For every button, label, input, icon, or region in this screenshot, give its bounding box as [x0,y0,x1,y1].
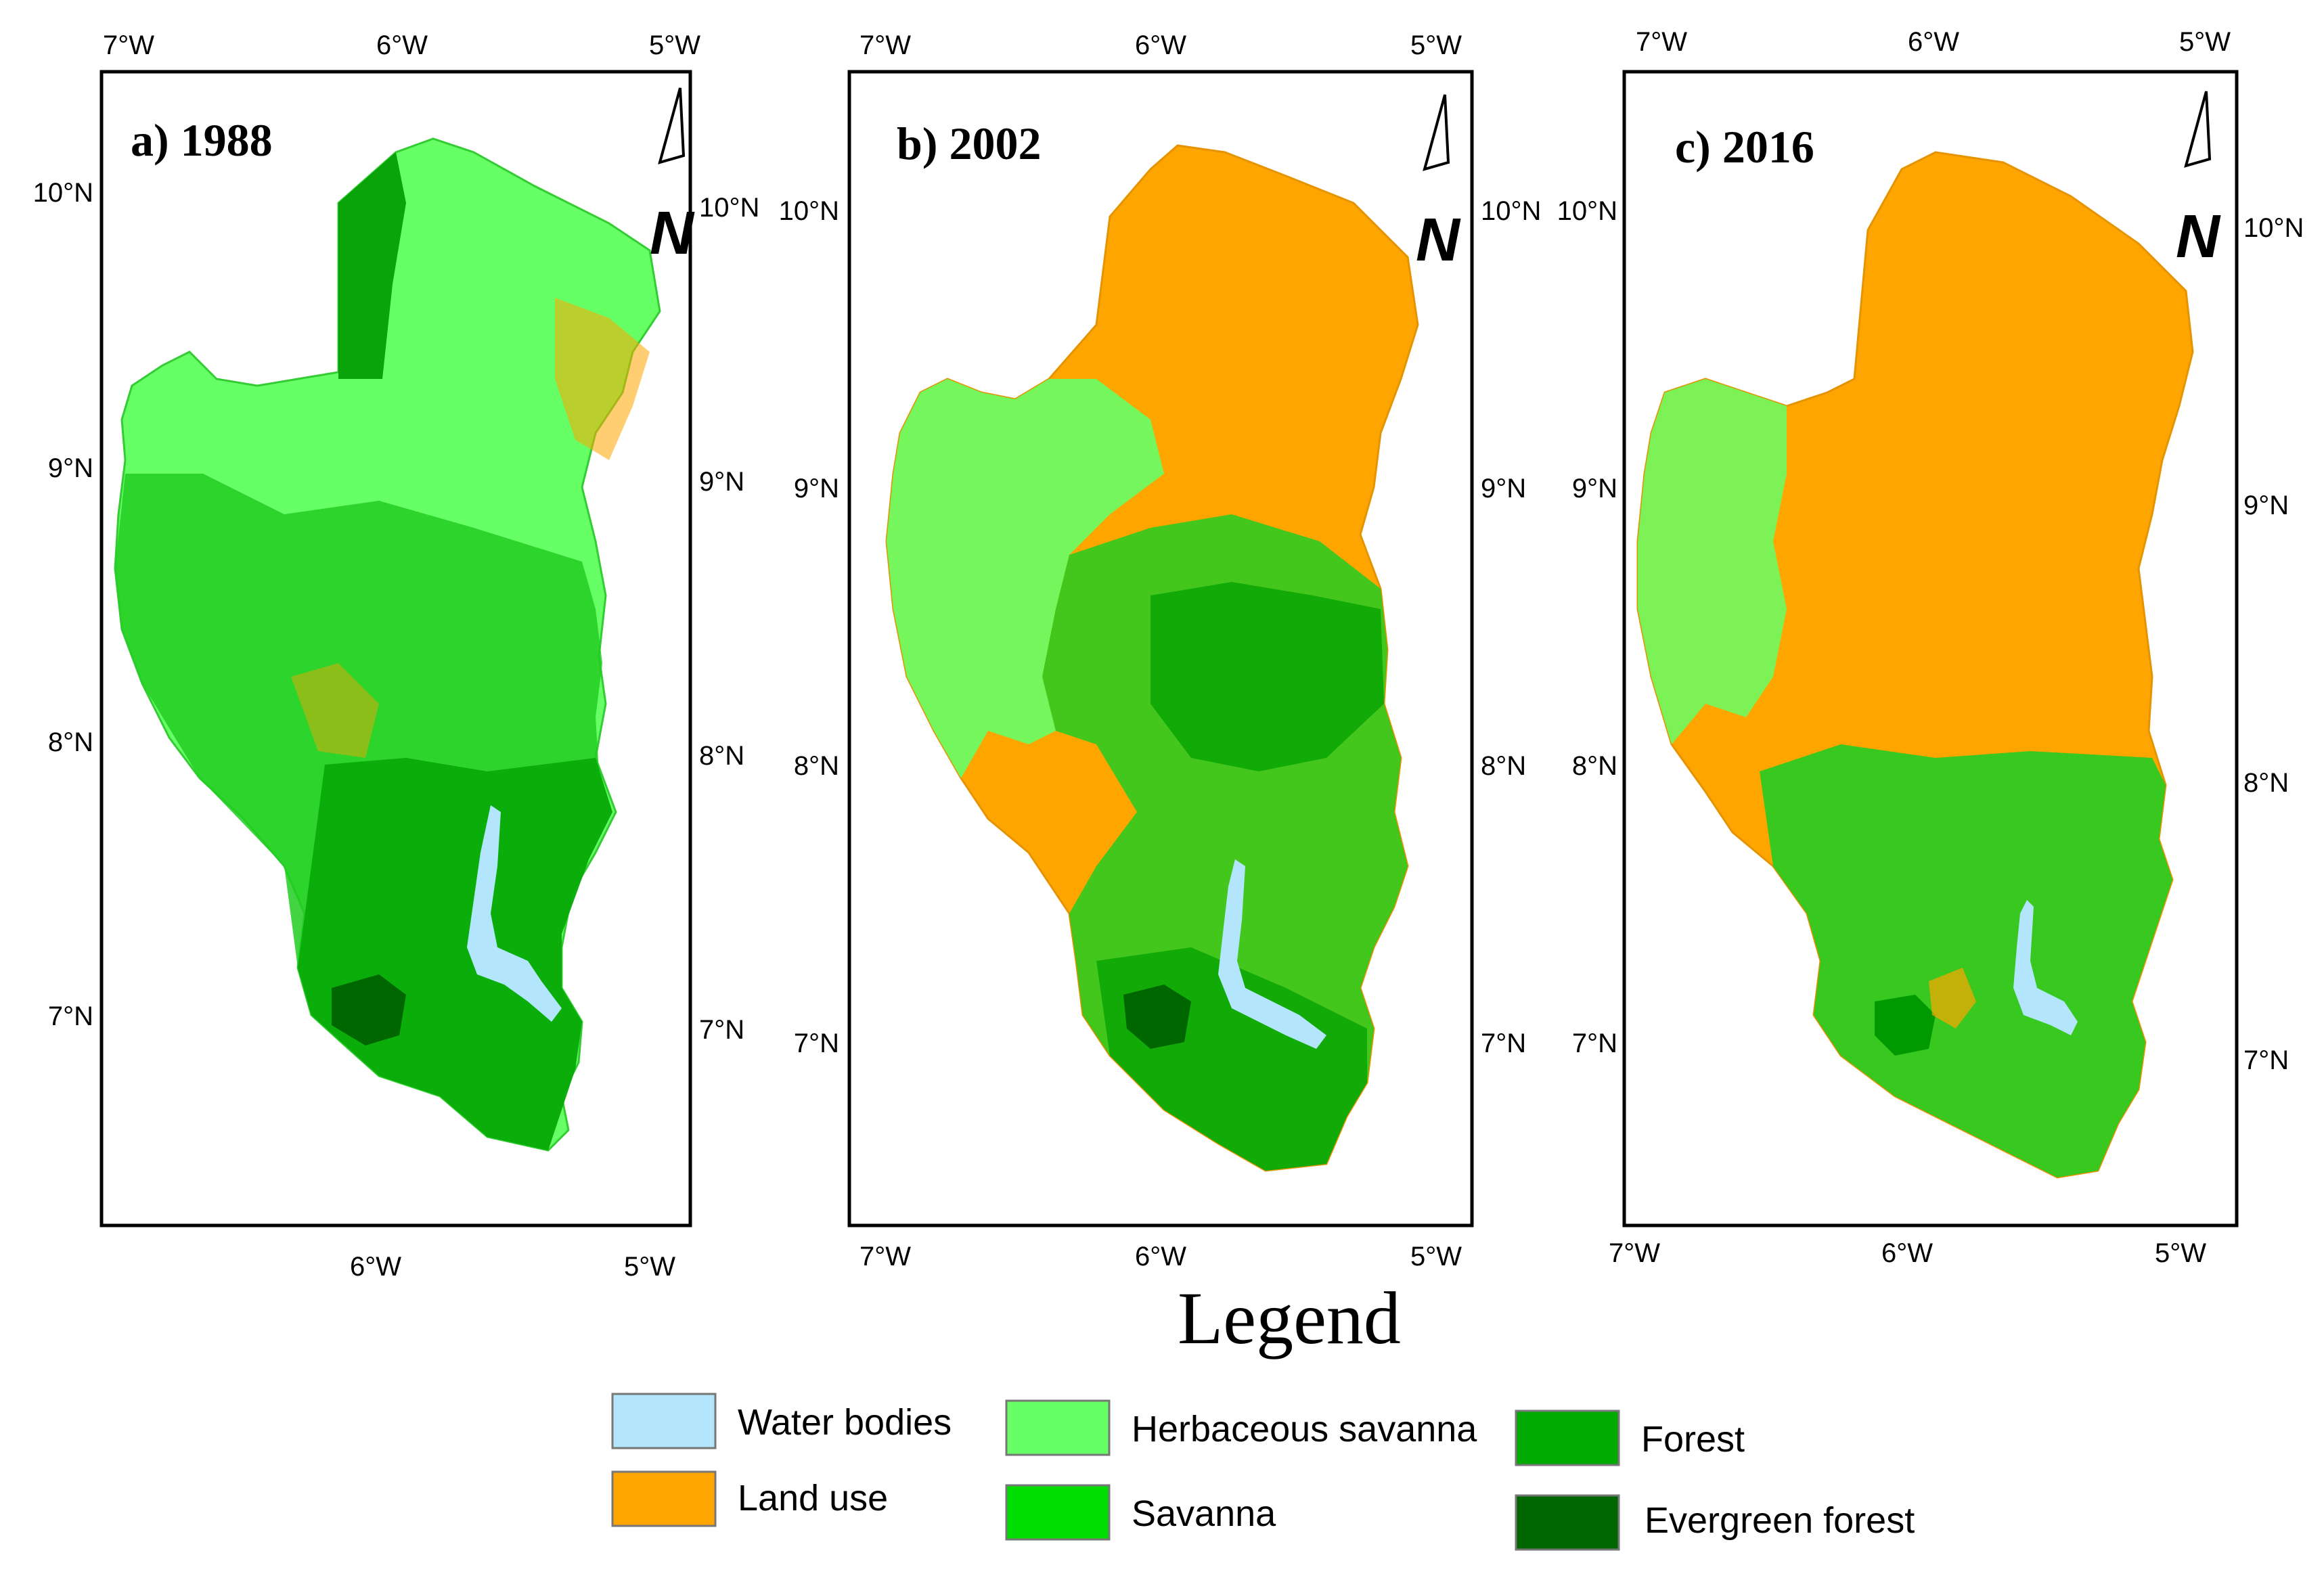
landuse-patch-2016 [1929,968,1976,1029]
top-x-label-2: 6°W [376,30,428,60]
right-y-label-1: 10°N [2243,213,2304,243]
panel-title-2016: c) 2016 [1675,121,1814,173]
legend-swatch-water-bodies [611,1393,717,1449]
legend-label-herbaceous-savanna: Herbaceous savanna [1132,1409,1477,1449]
map-frame-2016 [1622,70,2239,1227]
left-y-label-3: 8°N [1572,751,1617,781]
top-x-label-1: 7°W [103,30,154,60]
north-arrow-2002: N [1416,94,1461,274]
left-y-label-1: 10°N [33,178,93,208]
legend-item-herbaceous-savanna: Herbaceous savanna [1005,1399,1477,1456]
right-y-label-3: 8°N [2243,768,2289,798]
legend-title: Legend [1178,1277,1401,1359]
basin-map-2002 [885,144,1419,1172]
north-arrow-icon [1423,94,1450,171]
herbaceous-zone-2002 [887,379,1164,778]
left-y-label-4: 7°N [794,1029,839,1058]
panel-title-2002: b) 2002 [897,118,1041,169]
right-y-label-4: 7°N [1481,1029,1526,1058]
north-arrow-2016: N [2176,91,2221,271]
right-y-label-3: 8°N [699,741,744,771]
top-x-label-3: 5°W [649,30,700,60]
right-y-label-2: 9°N [1481,474,1526,503]
bottom-x-label-3: 5°W [2155,1238,2206,1268]
right-y-label-1: 10°N [1481,196,1541,226]
top-x-label-1: 7°W [1636,27,1687,57]
north-arrow-label: N [2176,203,2221,271]
legend-item-forest: Forest [1515,1410,1745,1466]
left-y-label-4: 7°N [1572,1029,1617,1058]
bottom-x-label-1: 6°W [350,1252,401,1282]
legend-label-land-use: Land use [738,1478,888,1518]
legend-swatch-land-use [611,1470,717,1527]
forest-zone-1988 [298,758,612,1150]
right-y-label-4: 7°N [2243,1045,2289,1075]
bottom-x-label-2: 6°W [1881,1238,1933,1268]
legend-swatch-evergreen-forest [1515,1494,1620,1551]
left-y-label-2: 9°N [1572,474,1617,503]
left-y-label-1: 10°N [1557,196,1617,226]
herbaceous-zone-2016 [1638,379,1787,744]
top-x-label-1: 7°W [859,30,911,60]
north-arrow-label: N [650,200,695,267]
basin-map-1988 [114,137,661,1152]
water-body-2002 [1218,859,1326,1049]
right-y-label-1: 10°N [699,193,759,223]
top-x-label-3: 5°W [1410,30,1462,60]
legend: Legend Water bodies Land use Herbaceous … [611,1277,1915,1551]
bottom-x-label-2: 5°W [624,1252,675,1282]
panel-1988: a) 1988 N 7°W 6°W 5°W 6°W 5°W 10°N 9°N 8… [33,30,760,1282]
legend-label-savanna: Savanna [1132,1493,1276,1534]
legend-label-forest: Forest [1641,1419,1745,1460]
evergreen-north-1988 [338,152,406,379]
legend-item-savanna: Savanna [1005,1484,1276,1541]
right-y-label-3: 8°N [1481,751,1526,781]
panel-title-1988: a) 1988 [131,114,273,166]
evergreen-zone-2016 [1875,995,1936,1056]
bottom-x-label-1: 7°W [859,1242,911,1271]
landuse-patch-1988-b [291,663,379,758]
left-y-label-2: 9°N [794,474,839,503]
north-arrow-1988: N [650,87,695,267]
legend-item-evergreen-forest: Evergreen forest [1515,1494,1915,1551]
right-y-label-4: 7°N [699,1015,744,1045]
legend-item-water-bodies: Water bodies [611,1393,952,1449]
right-y-label-2: 9°N [699,467,744,497]
north-arrow-icon [658,87,686,164]
left-y-label-2: 9°N [48,453,93,483]
north-arrow-label: N [1416,206,1461,274]
top-x-label-2: 6°W [1135,30,1186,60]
left-y-label-3: 8°N [794,751,839,781]
evergreen-zone-1988 [332,974,406,1045]
water-body-2016 [2013,900,2078,1035]
water-body-1988 [467,805,562,1022]
left-y-label-1: 10°N [779,196,839,226]
bottom-x-label-2: 6°W [1135,1242,1186,1271]
left-y-label-4: 7°N [48,1001,93,1031]
panel-2002: b) 2002 N 7°W 6°W 5°W 7°W 6°W 5°W 10°N 9… [779,30,1542,1271]
left-y-label-3: 8°N [48,727,93,757]
legend-label-water-bodies: Water bodies [738,1402,952,1443]
map-frame-2002 [847,70,1474,1227]
bottom-x-label-1: 7°W [1609,1238,1660,1268]
legend-swatch-forest [1515,1410,1620,1466]
bottom-x-label-3: 5°W [1410,1242,1462,1271]
north-arrow-icon [2184,91,2212,168]
map-frame-1988 [99,70,692,1227]
right-y-label-2: 9°N [2243,491,2289,520]
legend-label-evergreen-forest: Evergreen forest [1645,1500,1915,1541]
legend-item-land-use: Land use [611,1470,888,1527]
legend-swatch-herbaceous-savanna [1005,1399,1111,1456]
panel-2016: c) 2016 N 7°W 6°W 5°W 7°W 6°W 5°W 10°N 9… [1557,27,2304,1268]
landuse-patch-1988-a [555,298,650,460]
top-x-label-2: 6°W [1908,27,1959,57]
savanna-zone-2016 [1760,744,2172,1177]
basin-map-2016 [1636,151,2194,1179]
top-x-label-3: 5°W [2179,27,2231,57]
forest-zone-2002 [1150,582,1384,771]
evergreen-zone-2002 [1123,985,1191,1049]
legend-swatch-savanna [1005,1484,1111,1541]
